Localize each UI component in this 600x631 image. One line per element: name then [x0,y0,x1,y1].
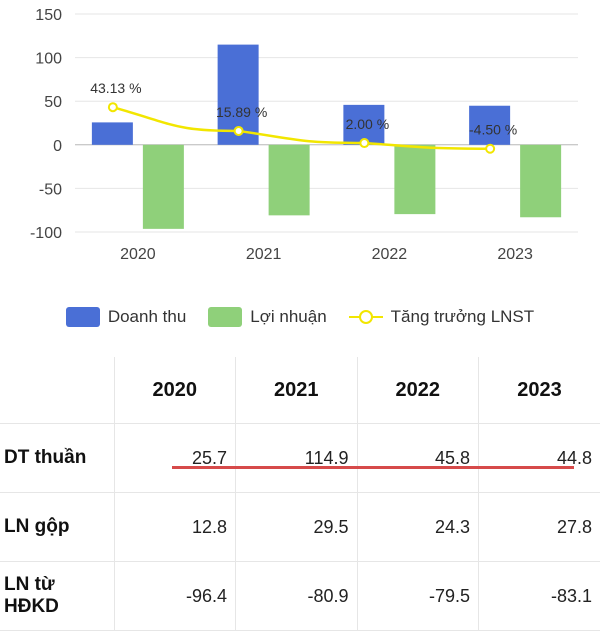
table-row: LN gộp 12.8 29.5 24.3 27.8 [0,493,600,562]
bar-profit [394,145,435,214]
legend-item-profit[interactable]: Lợi nhuận [208,307,326,327]
growth-point [486,145,494,153]
table-cell: -80.9 [236,562,358,631]
row-label: LN gộp [0,493,114,562]
y-tick-label: 150 [35,7,62,24]
legend-label-growth: Tăng trưởng LNST [391,307,534,327]
financial-table: 2020 2021 2022 2023 DT thuần 25.7 114.9 … [0,357,600,631]
year-header: 2021 [236,357,358,424]
bar-profit [269,145,310,216]
combo-chart: -100 -50 0 50 100 150 2020 2021 2022 2023 43.13 % 1… [0,0,600,290]
y-tick-label: -50 [39,181,62,198]
y-tick-label: 50 [44,94,62,111]
table-cell: 27.8 [479,493,600,562]
table-cell: 44.8 [479,424,600,493]
growth-data-label: 15.89 % [216,104,267,120]
year-header: 2023 [479,357,600,424]
table-cell: 29.5 [236,493,358,562]
table-row: DT thuần 25.7 114.9 45.8 44.8 [0,424,600,493]
growth-data-label: 43.13 % [90,80,141,96]
row-label: LN từ HĐKD [0,562,114,631]
y-tick-label: -100 [30,225,62,242]
legend-swatch-revenue [66,307,100,327]
legend-swatch-profit [208,307,242,327]
highlight-underline [172,466,574,469]
legend-item-growth[interactable]: Tăng trưởng LNST [349,307,534,327]
bar-profit [143,145,184,229]
growth-line [113,107,490,149]
table-cell: -79.5 [357,562,479,631]
legend-item-revenue[interactable]: Doanh thu [66,307,186,327]
y-tick-label: 0 [53,138,62,155]
x-tick-label: 2022 [372,246,408,263]
growth-point [360,139,368,147]
x-tick-label: 2020 [120,246,156,263]
legend-label-revenue: Doanh thu [108,307,186,327]
table-cell: -83.1 [479,562,600,631]
chart-legend: Doanh thu Lợi nhuận Tăng trưởng LNST [0,302,600,332]
growth-point [109,103,117,111]
table-corner-cell [0,357,114,424]
growth-point [235,127,243,135]
table-cell: 12.8 [114,493,236,562]
y-tick-label: 100 [35,51,62,68]
table-row: LN từ HĐKD -96.4 -80.9 -79.5 -83.1 [0,562,600,631]
bar-revenue [92,122,133,144]
growth-data-label: 2.00 % [346,116,390,132]
table-cell: 25.7 [114,424,236,493]
year-header: 2020 [114,357,236,424]
table-cell: -96.4 [114,562,236,631]
row-label: DT thuần [0,424,114,493]
legend-swatch-growth [349,307,383,327]
legend-label-profit: Lợi nhuận [250,307,326,327]
table-cell: 114.9 [236,424,358,493]
bar-profit [520,145,561,217]
x-tick-label: 2023 [497,246,533,263]
growth-data-label: -4.50 % [469,122,517,138]
table-cell: 45.8 [357,424,479,493]
table-cell: 24.3 [357,493,479,562]
x-tick-label: 2021 [246,246,282,263]
table-header-row: 2020 2021 2022 2023 [0,357,600,424]
year-header: 2022 [357,357,479,424]
